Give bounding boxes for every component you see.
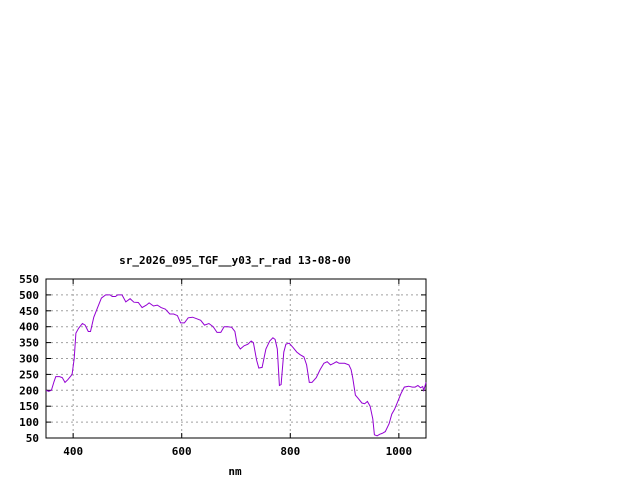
y-tick-label: 250 <box>19 368 39 381</box>
x-tick-label: 400 <box>63 445 83 458</box>
y-tick-label: 400 <box>19 321 39 334</box>
plot-border <box>45 278 427 439</box>
series-line <box>45 294 427 437</box>
x-tick-label: 600 <box>172 445 192 458</box>
grid <box>46 279 426 438</box>
x-tick-label: 800 <box>280 445 300 458</box>
y-tick-label: 200 <box>19 384 39 397</box>
y-tick-label: 450 <box>19 305 39 318</box>
y-tick-label: 50 <box>26 432 39 445</box>
x-axis-label: nm <box>228 465 242 478</box>
y-tick-label: 500 <box>19 289 39 302</box>
x-axis: 400 600 800 1000 <box>63 279 412 458</box>
y-tick-label: 350 <box>19 337 39 350</box>
x-tick-label: 1000 <box>386 445 413 458</box>
y-tick-label: 100 <box>19 416 39 429</box>
y-tick-label: 150 <box>19 400 39 413</box>
y-tick-label: 550 <box>19 273 39 286</box>
chart-title: sr_2026_095_TGF__y03_r_rad 13-08-00 <box>119 254 351 267</box>
y-axis: 50 100 150 200 250 300 350 400 450 500 550 <box>19 273 426 445</box>
y-tick-label: 300 <box>19 353 39 366</box>
